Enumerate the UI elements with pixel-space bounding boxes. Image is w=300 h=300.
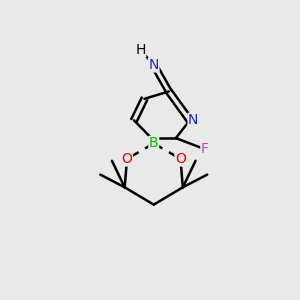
Text: N: N: [148, 58, 159, 72]
Text: N: N: [188, 113, 199, 127]
Text: O: O: [122, 152, 133, 166]
Text: H: H: [135, 43, 146, 57]
Text: O: O: [175, 152, 186, 166]
Text: B: B: [149, 136, 159, 150]
Text: F: F: [201, 142, 209, 156]
